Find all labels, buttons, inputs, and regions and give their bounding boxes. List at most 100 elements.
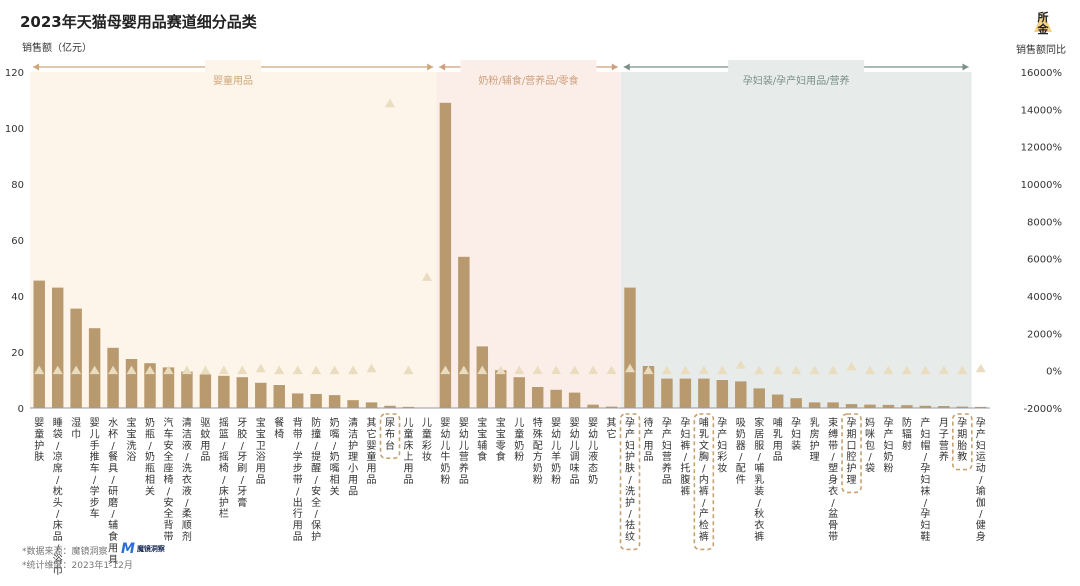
yoy-marker — [846, 361, 857, 371]
x-tick-label: 束缚带/塑身衣/盆骨带 — [828, 417, 838, 543]
x-tick-label: 防辐射 — [902, 416, 912, 452]
yoy-marker — [34, 365, 45, 375]
x-tick-label: 宝宝零食 — [496, 416, 506, 463]
yoy-marker — [754, 365, 765, 375]
x-tick-label: 婴幼儿调味品 — [570, 417, 580, 486]
yoy-marker — [292, 365, 303, 375]
yoy-marker — [126, 365, 137, 375]
logo-text: 所 金 — [1037, 11, 1049, 36]
region-arrow-left-icon — [623, 63, 630, 71]
footnote-period: *统计维度：2023年1-12月 — [22, 561, 133, 571]
region-label-bg — [460, 60, 597, 74]
yoy-marker — [532, 365, 543, 375]
region-arrow-right-icon — [962, 63, 969, 71]
brand-m-icon: M — [121, 541, 135, 557]
highlight-box — [379, 413, 401, 460]
yoy-marker — [588, 365, 599, 375]
yoy-marker — [661, 365, 672, 375]
x-tick-label: 特殊配方奶粉 — [533, 417, 543, 486]
yoy-marker — [329, 365, 340, 375]
region-label-bg — [728, 60, 865, 74]
bar — [495, 370, 507, 408]
bar — [827, 402, 839, 408]
yoy-marker — [495, 365, 506, 375]
y-tick-label: 40 — [11, 292, 24, 303]
bar — [901, 405, 913, 408]
bar — [51, 287, 64, 408]
x-tick-label: 儿童奶粉 — [514, 417, 524, 463]
yoy-marker — [569, 365, 580, 375]
bar — [162, 367, 175, 408]
x-tick-label: 驱蚊用品 — [200, 417, 210, 463]
yoy-marker — [366, 363, 377, 373]
bar — [771, 394, 784, 408]
yoy-marker — [514, 365, 525, 375]
yoy-marker — [311, 365, 322, 375]
x-tick-label: 婴童护肤 — [34, 417, 44, 463]
bar — [273, 385, 285, 408]
x-tick-label: 婴幼儿牛奶粉 — [440, 417, 450, 486]
yoy-marker — [274, 365, 285, 375]
y-tick-label: 60 — [11, 236, 24, 247]
bar — [218, 375, 230, 408]
x-tick-label: 清洁液/洗衣液/柔顺剂 — [182, 416, 192, 543]
bar — [365, 402, 378, 408]
bar — [808, 402, 821, 408]
yoy-marker — [385, 98, 395, 108]
x-tick-label: 哺乳用品 — [773, 416, 783, 463]
yoy-marker — [200, 365, 211, 375]
bar — [938, 406, 950, 408]
bar — [402, 406, 415, 408]
yoy-marker — [938, 365, 949, 375]
x-tick-label: 睡袋/凉席/枕头/床品/浴巾 — [53, 416, 63, 577]
bar — [310, 394, 322, 408]
yoy-marker — [975, 363, 986, 373]
highlight-box — [841, 413, 862, 494]
brand-name: 魔镜洞察 — [136, 545, 165, 553]
x-tick-label: 婴幼儿营养品 — [459, 417, 469, 486]
yoy-marker — [403, 365, 414, 375]
region-arrow-right-icon — [427, 63, 434, 71]
yoy-marker — [865, 365, 875, 375]
x-tick-label: 牙胶/牙刷/牙膏 — [237, 417, 247, 509]
bar — [919, 405, 932, 408]
x-tick-label: 清洁护理小用品 — [348, 416, 358, 497]
yoy-marker — [163, 365, 174, 375]
yoy-marker — [772, 365, 783, 375]
x-tick-label: 孕期胎教 — [957, 417, 967, 463]
bar — [735, 381, 747, 408]
yoy-marker — [735, 360, 746, 369]
y2-tick-label: 12000% — [1021, 143, 1062, 154]
bar — [587, 404, 599, 408]
x-tick-label: 摇篮/摇椅/床护栏 — [219, 416, 229, 520]
x-tick-label: 宝宝卫浴用品 — [256, 416, 266, 486]
region-arrow-left-icon — [33, 63, 39, 71]
x-tick-label: 吸奶器/配件 — [736, 418, 746, 486]
x-tick-label: 儿童床上用品 — [403, 417, 413, 486]
x-tick-label: 汽车安全座椅/安全背带 — [163, 416, 173, 543]
y2-tick-label: 6000% — [1027, 255, 1062, 266]
x-tick-label: 其它 — [607, 417, 617, 440]
x-tick-label: 孕妇装 — [791, 417, 801, 452]
y2-tick-label: 16000% — [1021, 68, 1062, 79]
region-background — [620, 72, 972, 408]
y-tick-label: 0 — [18, 404, 24, 415]
x-tick-label: 宝宝洗浴 — [127, 416, 137, 463]
x-tick-label: 婴幼儿液态奶 — [588, 417, 598, 486]
bar — [439, 102, 452, 409]
x-tick-label: 妈咪包/袋 — [865, 416, 875, 475]
x-tick-label: 孕妇裤/托腹裤 — [680, 417, 690, 497]
bar — [845, 404, 858, 408]
yoy-marker — [625, 363, 635, 373]
bar — [679, 378, 692, 408]
y2-tick-label: 4000% — [1027, 292, 1062, 303]
x-tick-label: 孕期口腔护理 — [847, 417, 857, 486]
x-tick-label: 产妇帽/孕妇袜/孕妇鞋 — [920, 416, 930, 543]
bar — [107, 347, 119, 408]
bar — [125, 359, 138, 408]
yoy-marker — [551, 365, 562, 375]
brand-logo-icon: 所 金 — [1028, 6, 1058, 36]
x-tick-label: 防撞/提醒/安全/保护 — [311, 416, 321, 543]
region-label: 婴童用品 — [213, 74, 253, 87]
